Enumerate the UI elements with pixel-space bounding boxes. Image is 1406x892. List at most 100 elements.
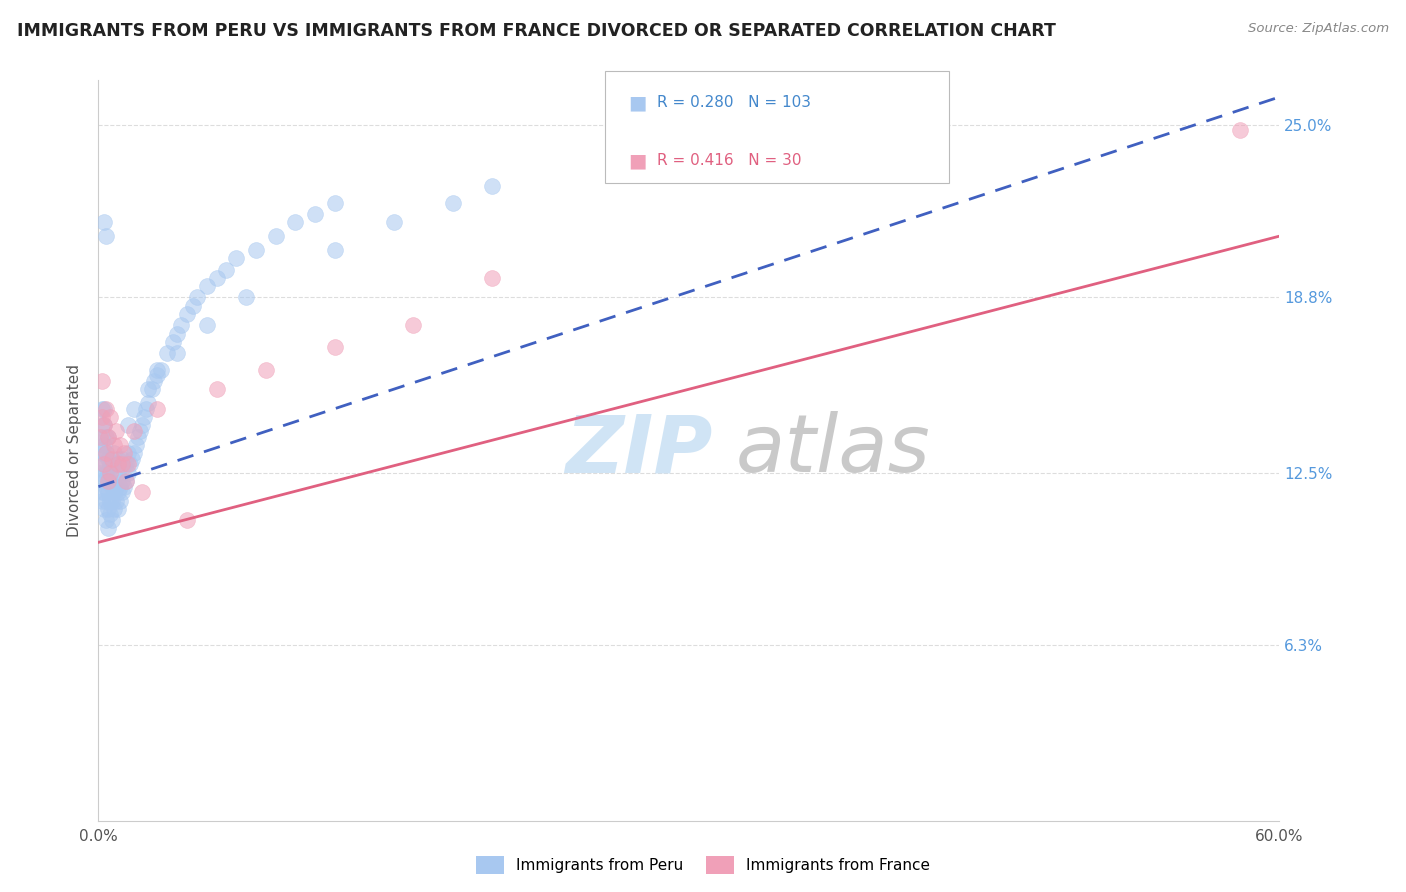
- Point: [91, 401, 114, 416]
- Point: [91, 429, 114, 443]
- Point: [117, 446, 139, 460]
- Point: [108, 438, 131, 452]
- Point: [107, 451, 129, 466]
- Point: [115, 474, 138, 488]
- Point: [105, 493, 128, 508]
- Point: [96, 401, 118, 416]
- Point: [131, 485, 153, 500]
- Point: [96, 446, 118, 460]
- Point: [121, 451, 143, 466]
- Point: [136, 382, 159, 396]
- Point: [146, 368, 169, 383]
- Point: [132, 410, 155, 425]
- Point: [125, 438, 148, 452]
- Point: [98, 474, 121, 488]
- Point: [150, 363, 173, 377]
- Point: [122, 446, 145, 460]
- Text: Source: ZipAtlas.com: Source: ZipAtlas.com: [1249, 22, 1389, 36]
- Point: [97, 451, 120, 466]
- Point: [105, 458, 128, 472]
- Point: [111, 474, 134, 488]
- Point: [101, 458, 124, 472]
- Point: [93, 474, 115, 488]
- Point: [181, 299, 204, 313]
- Point: [93, 215, 115, 229]
- Point: [170, 318, 193, 333]
- Point: [142, 374, 165, 388]
- Point: [96, 429, 118, 443]
- Point: [205, 271, 228, 285]
- Point: [98, 410, 121, 425]
- Point: [481, 271, 503, 285]
- Point: [96, 229, 118, 244]
- Point: [101, 513, 124, 527]
- Point: [107, 458, 129, 472]
- Point: [117, 466, 139, 480]
- Point: [112, 480, 135, 494]
- Point: [103, 502, 125, 516]
- Point: [162, 334, 184, 349]
- Point: [98, 508, 121, 522]
- Point: [111, 458, 134, 472]
- Point: [323, 243, 346, 257]
- Point: [115, 458, 138, 472]
- Point: [98, 466, 121, 480]
- Point: [304, 207, 326, 221]
- Point: [91, 493, 114, 508]
- Point: [402, 318, 425, 333]
- Point: [97, 429, 120, 443]
- Point: [103, 466, 125, 480]
- Point: [93, 418, 115, 433]
- Point: [91, 474, 114, 488]
- Point: [146, 401, 169, 416]
- Point: [107, 485, 129, 500]
- Point: [127, 429, 149, 443]
- Point: [97, 466, 120, 480]
- Point: [108, 493, 131, 508]
- Text: ■: ■: [628, 93, 647, 112]
- Point: [91, 458, 114, 472]
- Point: [103, 446, 125, 460]
- Point: [105, 424, 128, 438]
- Point: [91, 418, 114, 433]
- Point: [91, 485, 114, 500]
- Point: [96, 446, 118, 460]
- Point: [93, 438, 115, 452]
- Text: atlas: atlas: [737, 411, 931, 490]
- Point: [117, 458, 139, 472]
- Point: [89, 429, 111, 443]
- Point: [98, 458, 121, 472]
- Point: [91, 446, 114, 460]
- Text: ■: ■: [628, 151, 647, 170]
- Point: [245, 243, 267, 257]
- Point: [166, 346, 188, 360]
- Point: [166, 326, 188, 341]
- Point: [195, 318, 218, 333]
- Point: [135, 401, 157, 416]
- Point: [215, 262, 238, 277]
- Point: [186, 290, 208, 304]
- Point: [91, 374, 114, 388]
- Point: [89, 466, 111, 480]
- Point: [111, 485, 134, 500]
- Point: [93, 458, 115, 472]
- Point: [156, 346, 179, 360]
- Text: ZIP: ZIP: [565, 411, 713, 490]
- Point: [382, 215, 405, 229]
- Point: [112, 446, 135, 460]
- Point: [176, 513, 198, 527]
- Point: [101, 493, 124, 508]
- Point: [96, 480, 118, 494]
- Point: [101, 451, 124, 466]
- Point: [101, 480, 124, 494]
- Point: [235, 290, 257, 304]
- Point: [96, 493, 118, 508]
- Text: R = 0.416   N = 30: R = 0.416 N = 30: [657, 153, 801, 168]
- Point: [97, 502, 120, 516]
- Point: [93, 502, 115, 516]
- Point: [323, 195, 346, 210]
- Point: [1229, 123, 1251, 137]
- Y-axis label: Divorced or Separated: Divorced or Separated: [67, 364, 83, 537]
- Point: [284, 215, 307, 229]
- Point: [93, 418, 115, 433]
